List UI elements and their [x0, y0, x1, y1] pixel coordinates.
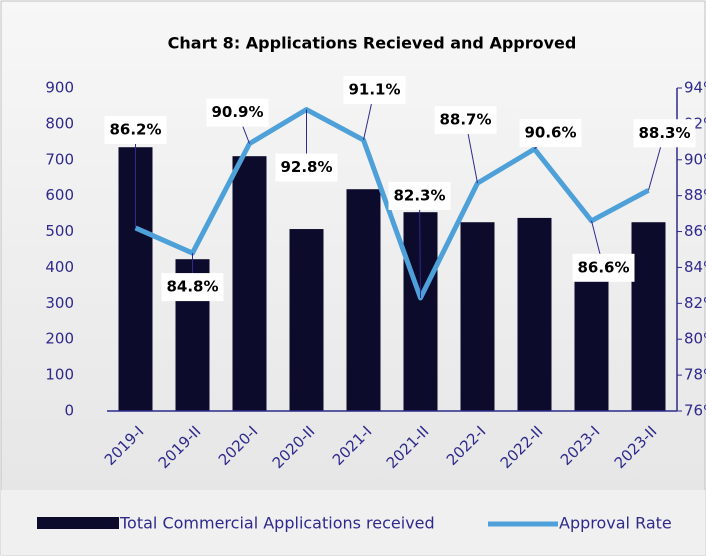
data-label: 90.9%	[211, 103, 263, 121]
data-label-box	[161, 273, 224, 302]
data-label: 88.3%	[638, 124, 690, 142]
bar	[403, 212, 438, 411]
data-label-box	[388, 181, 451, 210]
legend-swatch	[37, 517, 119, 529]
legend-label: Total Commercial Applications received	[119, 514, 435, 533]
data-label: 82.3%	[393, 186, 445, 204]
y-tick-label: 600	[45, 186, 74, 204]
y2-tick-label: 84%	[684, 258, 706, 276]
y-tick-label: 400	[45, 258, 74, 276]
bar	[346, 189, 381, 411]
data-label-box	[434, 106, 497, 135]
bar	[232, 156, 267, 411]
data-label-box	[104, 115, 167, 144]
line	[134, 107, 650, 301]
y2-tick-label: 94%	[684, 79, 706, 97]
y-tick-label: 100	[45, 366, 74, 384]
y2-tick-label: 78%	[684, 366, 706, 384]
chart-title: Chart 8: Applications Recieved and Appro…	[168, 34, 577, 53]
y-tick-label: 900	[45, 79, 74, 97]
data-label-box	[572, 253, 635, 282]
data-label-box	[519, 119, 582, 148]
data-label: 88.7%	[439, 111, 491, 129]
y2-tick-label: 86%	[684, 222, 706, 240]
data-label: 86.6%	[577, 258, 629, 276]
data-label: 84.8%	[166, 278, 218, 296]
data-label-box	[343, 76, 406, 105]
bar	[517, 217, 552, 411]
y-tick-label: 300	[45, 294, 74, 312]
y2-tick-label: 90%	[684, 150, 706, 168]
y-tick-label: 800	[45, 114, 74, 132]
data-label: 90.6%	[524, 124, 576, 142]
data-label: 91.1%	[348, 81, 400, 99]
y2-tick-label: 76%	[684, 402, 706, 420]
leader-line	[419, 195, 421, 298]
y-tick-label: 0	[64, 402, 74, 420]
data-label-box	[275, 153, 338, 182]
bar	[289, 229, 324, 411]
y-tick-label: 200	[45, 330, 74, 348]
y2-tick-label: 88%	[684, 186, 706, 204]
data-label: 86.2%	[109, 120, 161, 138]
bar	[574, 258, 609, 411]
data-label-box	[633, 119, 696, 148]
data-label-box	[206, 98, 269, 127]
data-label: 92.8%	[280, 158, 332, 176]
y2-tick-label: 80%	[684, 330, 706, 348]
legend-label: Approval Rate	[559, 514, 672, 533]
y-tick-label: 700	[45, 150, 74, 168]
bar	[460, 222, 495, 411]
bar	[631, 222, 666, 411]
y-tick-label: 500	[45, 222, 74, 240]
y2-tick-label: 82%	[684, 294, 706, 312]
